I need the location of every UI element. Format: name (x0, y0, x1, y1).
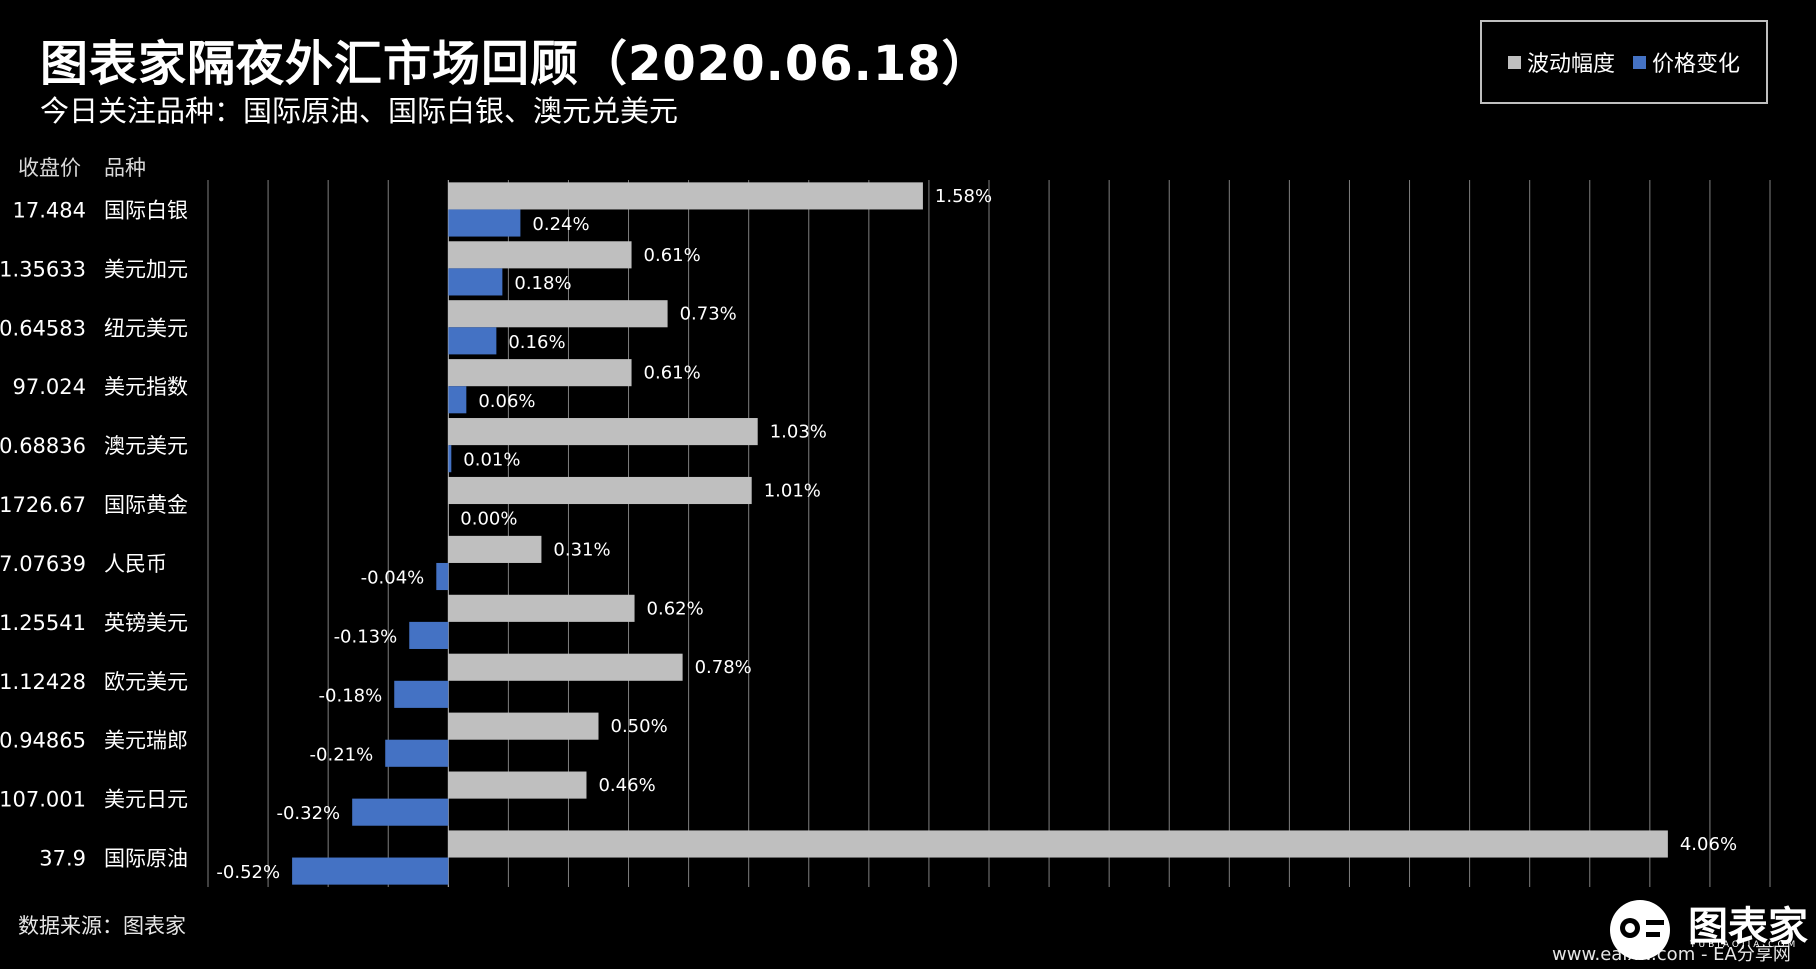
bar-change (292, 857, 449, 885)
closing-price-label: 1.35633 (0, 257, 86, 281)
data-label-change: 0.00% (460, 509, 517, 530)
data-label-volatility: 0.78% (695, 657, 752, 678)
closing-price-label: 97.024 (13, 375, 86, 399)
legend: 波动幅度 价格变化 (1480, 20, 1768, 104)
category-label: 人民币 (104, 552, 167, 576)
closing-price-label: 1726.67 (0, 493, 86, 517)
bar-change (409, 621, 449, 649)
closing-price-label: 0.64583 (0, 316, 86, 340)
bar-volatility (448, 771, 587, 799)
data-label-change: -0.32% (276, 803, 340, 824)
category-label: 国际白银 (104, 198, 188, 222)
data-label-volatility: 1.01% (764, 480, 821, 501)
bar-volatility (448, 535, 542, 563)
bar-volatility (448, 830, 1668, 858)
category-label: 美元加元 (104, 257, 188, 281)
data-label-change: 0.01% (463, 450, 520, 471)
bar-volatility (448, 594, 635, 622)
category-label: 澳元美元 (104, 434, 188, 458)
logo-subtext: TUBIAOJIA.COM (1690, 940, 1799, 950)
data-label-change: -0.21% (310, 744, 374, 765)
data-source: 数据来源：图表家 (18, 914, 186, 938)
category-label: 欧元美元 (104, 670, 188, 694)
data-label-volatility: 0.31% (553, 539, 610, 560)
column-header-name: 品种 (104, 156, 146, 180)
legend-item-volatility: 波动幅度 (1507, 46, 1615, 78)
data-label-volatility: 0.61% (644, 363, 701, 384)
closing-price-label: 17.484 (13, 198, 86, 222)
closing-price-label: 0.68836 (0, 434, 86, 458)
data-label-change: 0.18% (514, 273, 571, 294)
legend-swatch-change (1633, 55, 1646, 69)
bar-volatility (448, 653, 683, 681)
bar-change (448, 327, 497, 355)
data-label-change: -0.52% (216, 862, 280, 883)
category-label: 英镑美元 (104, 611, 188, 635)
closing-price-label: 107.001 (0, 788, 86, 812)
bar-volatility (448, 300, 668, 328)
data-label-change: 0.16% (508, 332, 565, 353)
bar-change (448, 445, 452, 473)
category-label: 国际原油 (104, 847, 188, 871)
data-label-volatility: 0.62% (647, 598, 704, 619)
chart-title: 图表家隔夜外汇市场回顾（2020.06.18） (40, 36, 991, 92)
bar-change (448, 268, 503, 296)
bar-change (436, 562, 449, 591)
data-label-change: 0.24% (532, 214, 589, 235)
data-label-volatility: 0.46% (598, 775, 655, 796)
data-label-volatility: 0.73% (680, 304, 737, 325)
category-label: 纽元美元 (104, 316, 188, 340)
bar-volatility (448, 359, 632, 387)
watermark: www.eaixw.com - EA分享网 (1552, 944, 1791, 965)
closing-price-label: 1.25541 (0, 611, 86, 635)
bar-volatility (448, 182, 923, 210)
legend-swatch-volatility (1507, 55, 1521, 69)
data-label-change: -0.18% (319, 685, 383, 706)
bar-change (448, 209, 521, 237)
data-label-change: 0.06% (478, 391, 535, 412)
logo-head-icon (1610, 900, 1670, 960)
bar-change (352, 798, 449, 826)
bar-volatility (448, 476, 752, 505)
column-header-price: 收盘价 (18, 156, 81, 180)
chart-subtitle: 今日关注品种：国际原油、国际白银、澳元兑美元 (40, 94, 679, 128)
data-label-volatility: 0.61% (644, 245, 701, 266)
data-label-change: -0.13% (334, 626, 398, 647)
category-label: 美元瑞郎 (104, 729, 188, 753)
data-label-volatility: 4.06% (1680, 834, 1737, 855)
category-label: 美元指数 (104, 375, 188, 399)
bar-change (394, 680, 449, 708)
data-label-volatility: 1.58% (935, 186, 992, 207)
bar-change (448, 386, 467, 414)
closing-price-label: 1.12428 (0, 670, 86, 694)
bar-volatility (448, 241, 632, 269)
data-label-volatility: 0.50% (611, 716, 668, 737)
brand-logo: 图表家 TUBIAOJIA.COM (1600, 890, 1816, 965)
category-label: 国际黄金 (104, 493, 188, 517)
closing-price-label: 7.07639 (0, 552, 86, 576)
legend-label-change: 价格变化 (1652, 52, 1741, 77)
data-label-change: -0.04% (361, 568, 425, 589)
legend-label-volatility: 波动幅度 (1526, 52, 1615, 77)
bar-change (385, 739, 449, 767)
data-label-volatility: 1.03% (770, 422, 827, 443)
closing-price-label: 37.9 (39, 847, 86, 871)
category-label: 美元日元 (104, 788, 188, 812)
closing-price-label: 0.94865 (0, 729, 86, 753)
bar-volatility (448, 418, 758, 446)
legend-item-change: 价格变化 (1633, 46, 1740, 78)
logo-text: 图表家 (1688, 904, 1808, 950)
bar-volatility (448, 712, 599, 740)
